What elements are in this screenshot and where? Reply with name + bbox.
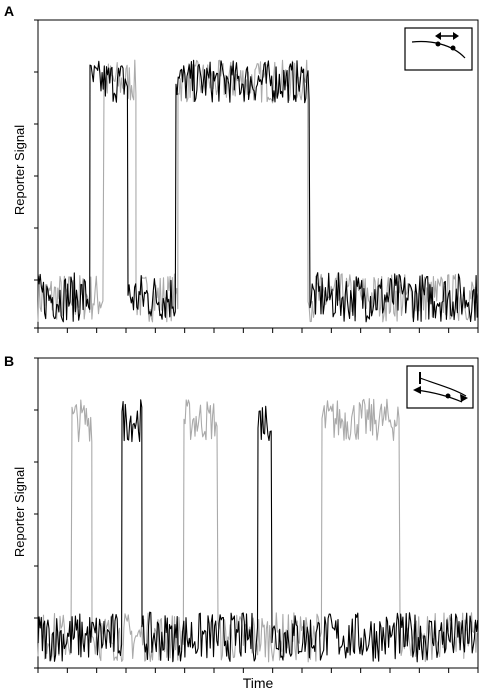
panel-a-inset-arrowhead-left-icon bbox=[435, 32, 441, 40]
panel-b-inset-curve-upper bbox=[419, 377, 467, 397]
panel-b-label: B bbox=[4, 353, 14, 369]
panel-b-inset-arrowhead-left-icon bbox=[413, 386, 421, 394]
panel-a-ticks bbox=[34, 19, 479, 333]
panel-a-plot-frame bbox=[37, 19, 479, 329]
series-black-trace bbox=[37, 59, 478, 323]
panel-b-inset-arrowhead-right-icon bbox=[460, 394, 468, 402]
panel-a-y-axis-label: Reporter Signal bbox=[12, 125, 27, 215]
panel-a-label: A bbox=[4, 3, 14, 19]
panel-a-inset-dot-right bbox=[450, 45, 456, 51]
panel-b-inset bbox=[406, 365, 474, 409]
panel-b-y-axis-label: Reporter Signal bbox=[12, 467, 27, 557]
panel-b-ticks bbox=[34, 357, 479, 673]
panel-b-x-axis-label: Time bbox=[243, 675, 274, 691]
panel-a-inset bbox=[404, 27, 473, 71]
series-black-trace bbox=[37, 399, 479, 663]
panel-b-inset-box bbox=[406, 365, 474, 409]
panel-a-inset-arrowhead-right-icon bbox=[453, 32, 459, 40]
panel-a-series bbox=[37, 59, 478, 323]
panel-b-plot-frame bbox=[37, 357, 479, 669]
panel-a-inset-dot-left bbox=[435, 41, 441, 47]
panel-b-inset-dot bbox=[445, 393, 451, 399]
series-gray-trace bbox=[37, 59, 478, 323]
panel-b-series bbox=[37, 398, 479, 663]
panel-a: A Reporter Signal bbox=[4, 3, 479, 333]
panel-b: B Reporter Signal Time bbox=[4, 353, 479, 691]
